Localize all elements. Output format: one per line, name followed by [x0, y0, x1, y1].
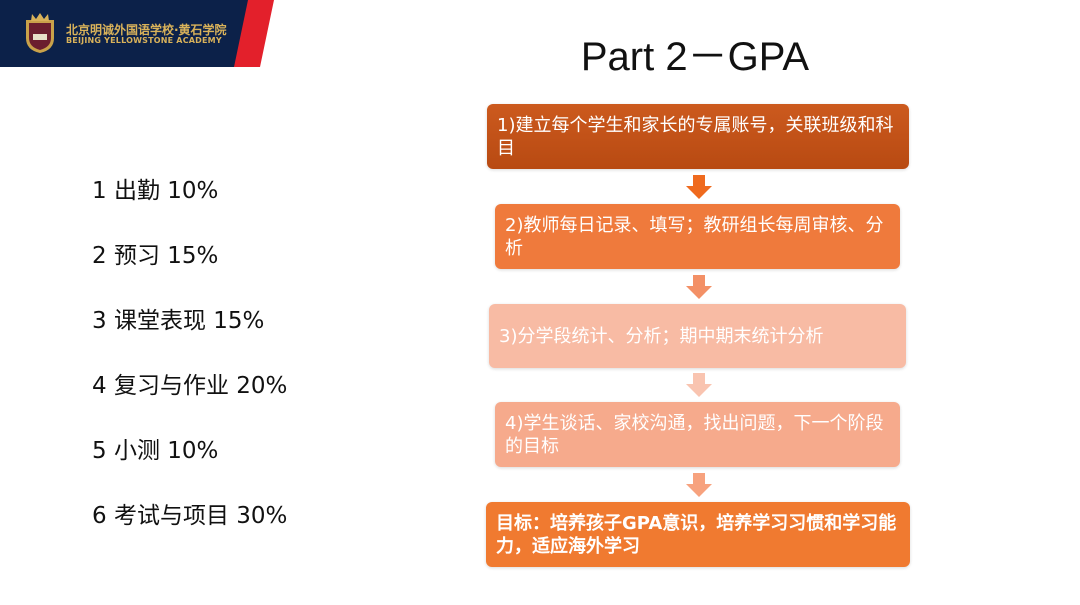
- school-name-cn: 北京明诚外国语学校·黄石学院: [66, 23, 227, 37]
- flow-step-2: 2)教师每日记录、填写；教研组长每周审核、分析: [495, 204, 900, 269]
- component-quiz: 5 小测 10%: [92, 438, 219, 464]
- arrow-down-icon: [686, 473, 712, 497]
- flow-goal: 目标：培养孩子GPA意识，培养学习习惯和学习能力，适应海外学习: [486, 502, 910, 567]
- arrow-down-icon: [686, 373, 712, 397]
- flow-step-1: 1)建立每个学生和家长的专属账号，关联班级和科目: [487, 104, 909, 169]
- flow-step-3: 3)分学段统计、分析；期中期末统计分析: [489, 304, 906, 368]
- component-attendance: 1 出勤 10%: [92, 178, 219, 204]
- school-name-en: BEIJING YELLOWSTONE ACADEMY: [66, 36, 222, 45]
- school-crest-icon: [26, 13, 54, 53]
- slide-title: Part 2－GPA: [580, 35, 810, 79]
- component-preview: 2 预习 15%: [92, 243, 219, 269]
- arrow-down-icon: [686, 175, 712, 199]
- component-exam-project: 6 考试与项目 30%: [92, 503, 288, 529]
- component-class-performance: 3 课堂表现 15%: [92, 308, 265, 334]
- flow-step-4: 4)学生谈话、家校沟通，找出问题，下一个阶段的目标: [495, 402, 900, 467]
- component-review-homework: 4 复习与作业 20%: [92, 373, 288, 399]
- header-banner: 北京明诚外国语学校·黄石学院 BEIJING YELLOWSTONE ACADE…: [0, 0, 280, 67]
- arrow-down-icon: [686, 275, 712, 299]
